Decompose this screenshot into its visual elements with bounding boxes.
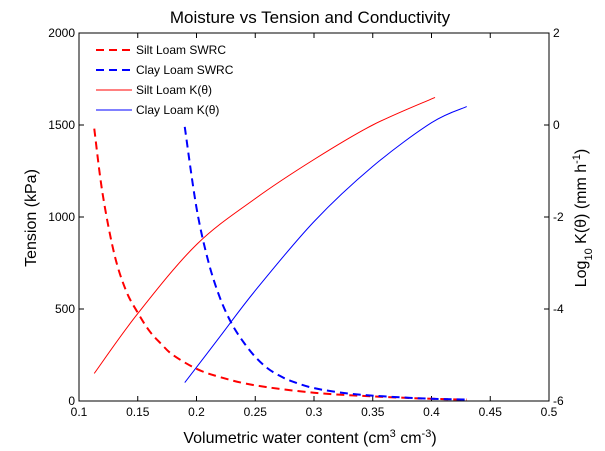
x-tick-label: 0.25	[244, 405, 268, 419]
y-left-tick-label: 0	[68, 394, 75, 408]
series-line-4	[184, 106, 467, 383]
legend-label: Clay Loam K(θ)	[136, 103, 219, 117]
y-right-tick-label: 2	[553, 26, 560, 40]
x-axis-title: Volumetric water content (cm3 cm-3)	[183, 428, 436, 447]
x-tick-label: 0.4	[423, 405, 440, 419]
series-line-3	[93, 96, 436, 374]
y-left-tick-label: 1000	[48, 210, 75, 224]
x-tick-label: 0.15	[126, 405, 150, 419]
chart-title: Moisture vs Tension and Conductivity	[170, 8, 451, 27]
legend-label: Silt Loam SWRC	[136, 43, 226, 57]
y-left-tick-label: 2000	[48, 26, 75, 40]
y-right-tick-label: -2	[553, 210, 564, 224]
x-tick-label: 0.2	[188, 405, 205, 419]
y-right-tick-label: 0	[553, 118, 560, 132]
x-tick-label: 0.35	[361, 405, 385, 419]
y-right-tick-label: -6	[553, 394, 564, 408]
x-tick-label: 0.1	[71, 405, 88, 419]
y-right-tick-label: -4	[553, 302, 564, 316]
y-left-tick-label: 1500	[48, 118, 75, 132]
y-left-tick-label: 500	[55, 302, 75, 316]
plot-area: 0.1 0.15 0.2 0.25 0.3 0.35 0.4 0.45 0.5 0 500 1000 1…	[48, 26, 564, 419]
y-left-axis-title: Tension (kPa)	[23, 169, 40, 267]
legend-label: Clay Loam SWRC	[136, 63, 234, 77]
x-tick-label: 0.3	[306, 405, 323, 419]
series-line-1	[93, 128, 467, 401]
legend-label: Silt Loam K(θ)	[136, 83, 212, 97]
x-tick-label: 0.5	[541, 405, 558, 419]
x-tick-label: 0.45	[479, 405, 503, 419]
y-right-axis-title: Log10 K(θ) (mm h-1)	[571, 149, 595, 288]
series-line-2	[183, 126, 467, 401]
